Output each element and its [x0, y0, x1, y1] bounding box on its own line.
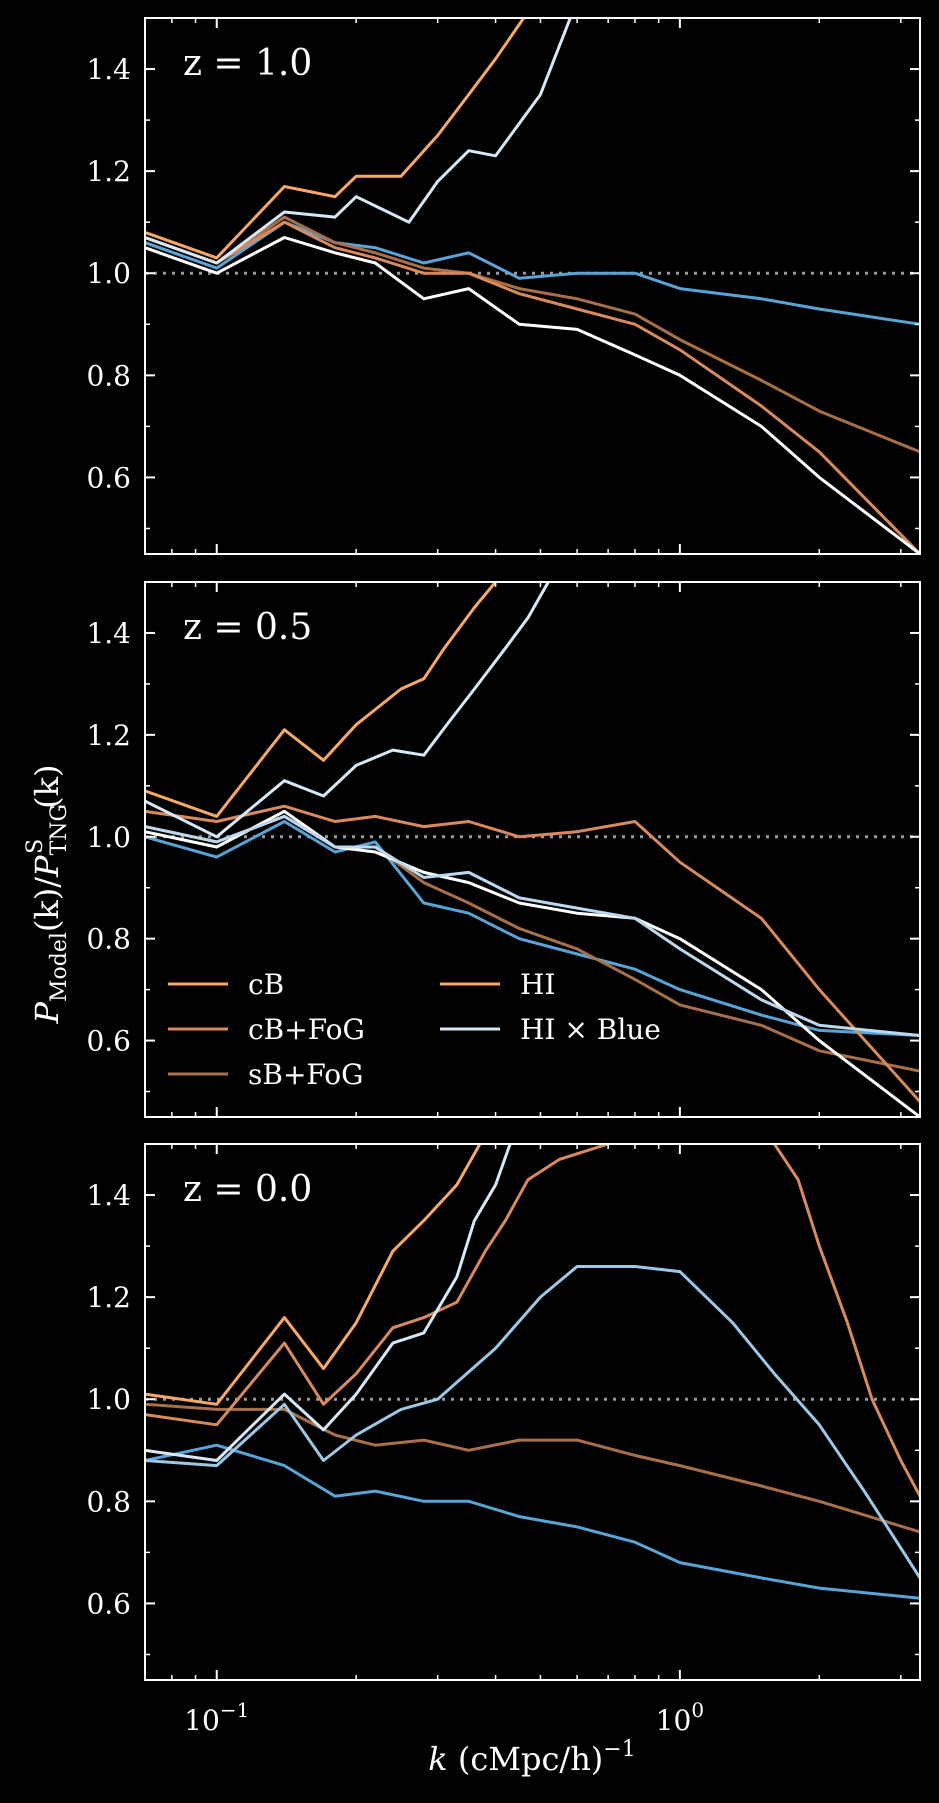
series-line-6 [145, 1144, 512, 1462]
series-line-1 [145, 820, 920, 1037]
series-line-3 [145, 1144, 609, 1427]
legend: cB cB+FoG sB+FoG HI HI × Blue [168, 968, 661, 1091]
x-axis-title: k (cMpc/h)−1 [428, 1737, 635, 1778]
series-group [145, 582, 920, 1117]
series-group [145, 18, 920, 554]
y-tick-label: 0.8 [86, 1485, 131, 1518]
y-tick-label: 1.4 [86, 1179, 131, 1212]
legend-label-hi-blue: HI × Blue [520, 1013, 661, 1046]
series-line-4 [145, 809, 920, 1117]
y-tick-label: 1.0 [86, 257, 131, 290]
y-tick-label: 1.2 [86, 155, 131, 188]
series-line-3 [145, 804, 920, 1103]
series-line-5 [145, 1144, 482, 1406]
y-tick-label: 0.8 [86, 359, 131, 392]
series-line-7 [145, 814, 920, 1037]
y-tick-label: 0.6 [86, 1025, 131, 1058]
series-line-7 [145, 1265, 920, 1579]
legend-label-hi: HI [520, 968, 555, 1001]
panel-frame [144, 581, 921, 1118]
panel-3: 0.6 0.8 1.0 1.2 1.4 z = 0.0 10−1 100 [86, 1143, 921, 1737]
y-tick-label: 1.0 [86, 821, 131, 854]
series-line-5 [145, 18, 525, 260]
y-tick-label: 1.0 [86, 1383, 131, 1416]
y-tick-label: 1.4 [86, 53, 131, 86]
series-line-4 [773, 1144, 920, 1497]
y-tick-label: 0.8 [86, 923, 131, 956]
x-tick-label: 100 [656, 1698, 704, 1737]
panel-label: z = 0.0 [183, 1169, 312, 1210]
legend-label-sb-fog: sB+FoG [248, 1058, 364, 1091]
y-tick-label: 0.6 [86, 461, 131, 494]
panel-frame [144, 17, 921, 555]
series-line-3 [145, 220, 920, 554]
panel-frame [144, 1143, 921, 1681]
legend-label-cb: cB [248, 968, 284, 1001]
series-line-6 [145, 18, 572, 265]
y-tick-label: 1.2 [86, 1281, 131, 1314]
panel-label: z = 0.5 [183, 607, 312, 648]
panel-label: z = 1.0 [183, 43, 312, 84]
series-line-2 [145, 1402, 920, 1534]
series-line-5 [145, 582, 497, 818]
y-tick-label: 1.4 [86, 617, 131, 650]
series-line-1 [145, 1443, 920, 1600]
y-tick-label: 0.6 [86, 1587, 131, 1620]
series-line-4 [145, 236, 920, 554]
legend-label-cb-fog: cB+FoG [248, 1013, 365, 1046]
x-tick-label: 10−1 [184, 1698, 249, 1737]
y-axis-title: PModel(k)/PTNGS(k) [23, 764, 72, 1024]
panel-1: 0.6 0.8 1.0 1.2 1.4 z = 1.0 [86, 17, 921, 555]
panel-2: 0.6 0.8 1.0 1.2 1.4 z = 0.5 [86, 581, 921, 1118]
y-tick-label: 1.2 [86, 719, 131, 752]
series-line-6 [145, 582, 550, 839]
series-line-2 [145, 215, 920, 454]
series-group [145, 1144, 920, 1600]
